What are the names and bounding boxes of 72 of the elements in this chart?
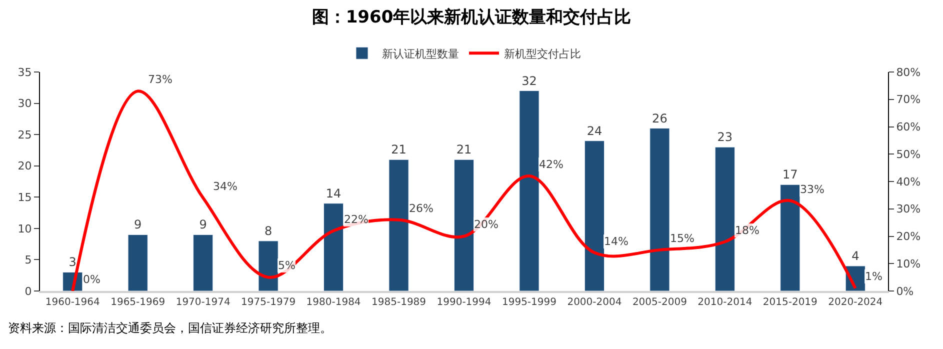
data-label: 23 (717, 130, 733, 144)
chart-title: 图：1960年以来新机认证数量和交付占比 (312, 7, 632, 28)
y-tick-label: 20 (18, 160, 32, 173)
data-label: 73% (148, 73, 172, 86)
y2-tick-label: 70% (896, 93, 921, 106)
x-tick-label: 2015-2019 (762, 297, 818, 308)
text: 资料来源：国际清洁交通委员会，国信证券经济研究所整理。 (8, 321, 332, 335)
y2-tick-label: 10% (896, 257, 921, 270)
x-tick-label: 1995-1999 (502, 297, 556, 308)
data-label: 14% (604, 235, 628, 248)
y-tick-label: 25 (18, 128, 32, 142)
data-label: 26% (409, 202, 434, 215)
data-label: 0% (83, 273, 100, 286)
bar (519, 90, 540, 291)
line-series (71, 90, 857, 291)
x-tick-label: 2005-2009 (632, 297, 687, 308)
bar (714, 146, 735, 291)
bar (324, 203, 344, 291)
y2-tick-label: 30% (896, 202, 921, 216)
y-tick-label: 0 (24, 284, 32, 298)
x-tick-label: 2000-2004 (567, 297, 622, 308)
data-label: 1% (865, 270, 882, 283)
y2-tick-label: 60% (896, 120, 921, 134)
data-label: 9 (199, 218, 207, 232)
y2-tick-label: 0% (896, 284, 914, 298)
bar (584, 140, 604, 291)
x-tick-label: 1975-1979 (241, 297, 296, 308)
data-label: 4 (852, 248, 860, 263)
y-tick-label: 5 (24, 254, 32, 267)
data-label: 5% (278, 259, 296, 272)
y2-tick-label: 40% (896, 175, 921, 188)
data-label: 18% (735, 224, 760, 237)
y-tick-label: 30 (18, 97, 32, 110)
x-tick-label: 1970-1974 (176, 297, 230, 308)
y2-tick-label: 80% (896, 66, 921, 79)
x-tick-label: 1960-1964 (45, 297, 100, 308)
data-label: 26 (652, 111, 668, 126)
bar (454, 159, 474, 291)
bar (650, 128, 670, 291)
legend-label: 新机型交付占比 (504, 47, 581, 60)
bar (258, 240, 278, 291)
data-label: 8 (264, 224, 272, 238)
bar (128, 234, 148, 291)
data-label: 3 (68, 255, 76, 270)
data-label: 15% (670, 232, 694, 245)
bar (193, 234, 214, 291)
data-label: 22% (344, 213, 368, 226)
data-label: 21 (456, 142, 472, 157)
x-tick-label: 2010-2014 (698, 297, 752, 308)
data-label: 33% (800, 183, 824, 196)
data-label: 21 (391, 142, 406, 157)
x-tick-label: 1965-1969 (110, 297, 166, 308)
data-label: 17 (782, 168, 798, 182)
x-tick-label: 1980-1984 (306, 297, 361, 308)
data-label: 9 (134, 218, 142, 232)
x-tick-label: 2020-2024 (828, 297, 883, 308)
y-tick-label: 15 (18, 190, 32, 204)
data-label: 24 (586, 124, 602, 138)
bar (780, 184, 800, 291)
bar (388, 159, 409, 291)
data-label: 14 (326, 186, 342, 200)
y-tick-label: 10 (18, 222, 32, 236)
data-label: 20% (474, 218, 498, 231)
data-label: 42% (539, 158, 564, 171)
data-label: 32 (522, 74, 537, 88)
y-tick-label: 35 (18, 66, 32, 79)
legend-label: 新认证机型数量 (382, 47, 459, 60)
x-tick-label: 1990-1994 (436, 297, 492, 308)
x-tick-label: 1985-1989 (372, 297, 426, 308)
data-label: 34% (213, 180, 238, 193)
y2-tick-label: 50% (896, 148, 921, 161)
y2-tick-label: 20% (896, 230, 921, 244)
